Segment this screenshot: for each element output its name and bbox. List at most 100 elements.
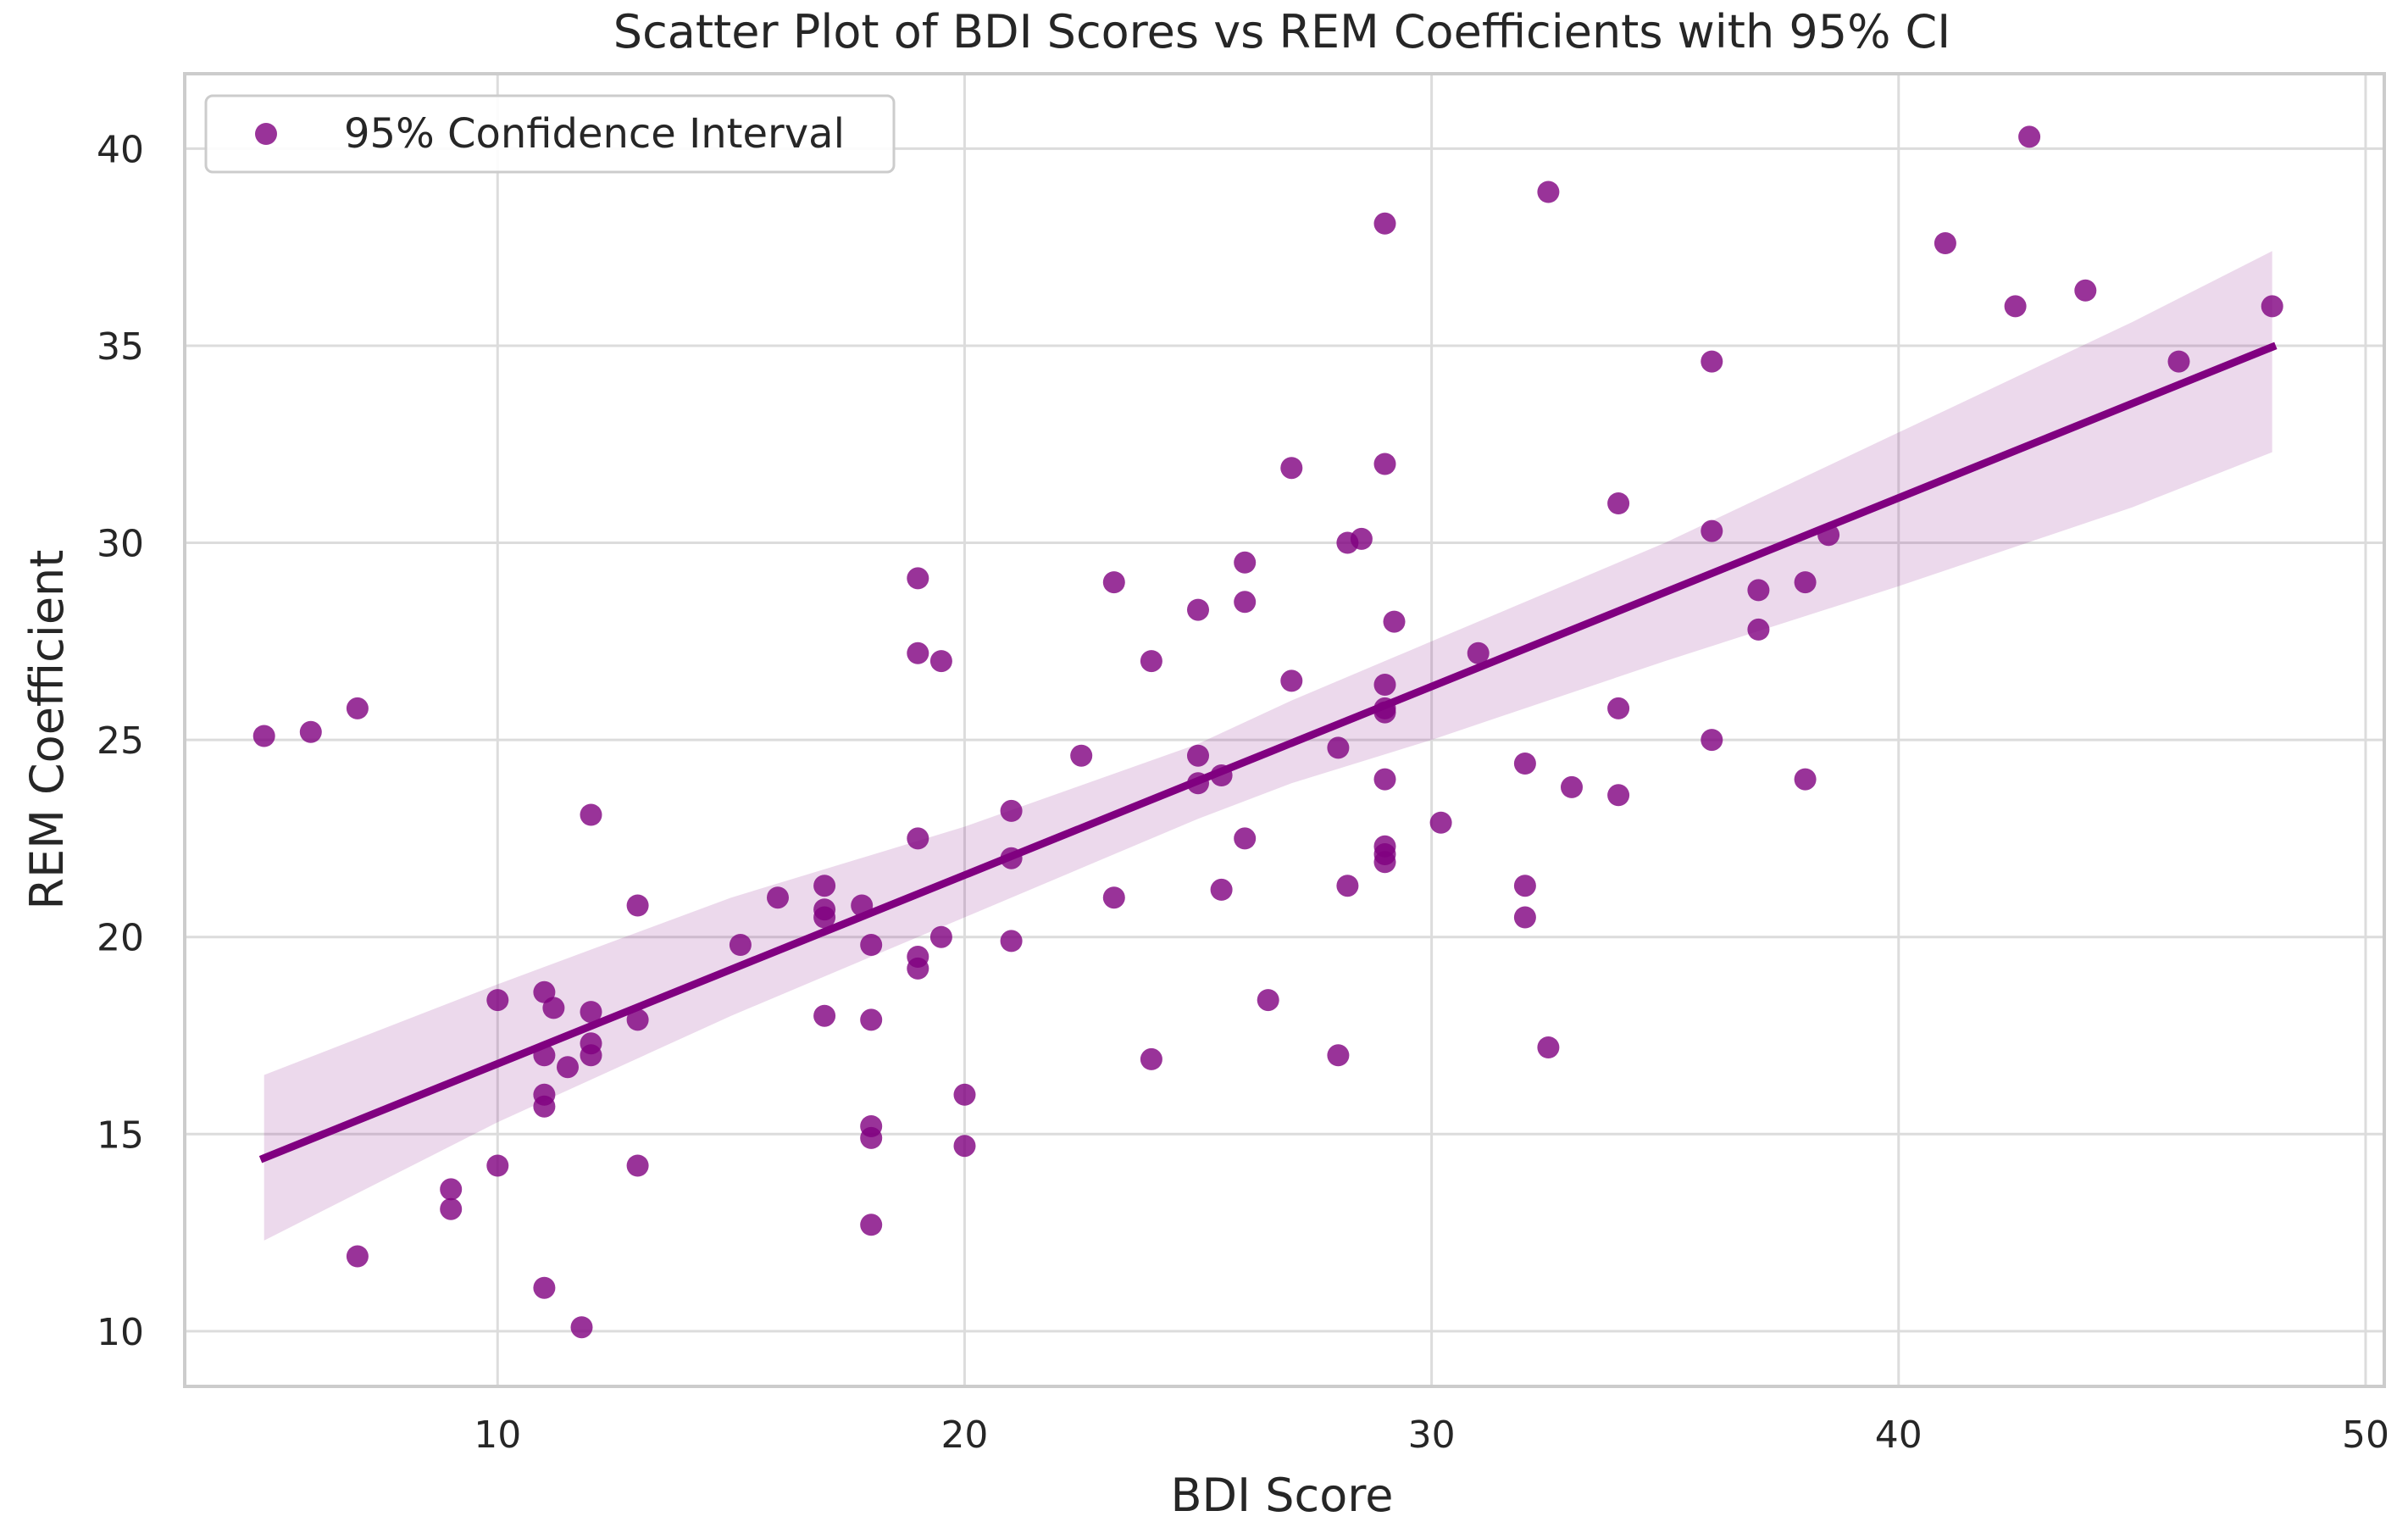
data-point [533,1276,556,1299]
data-point [1102,571,1125,594]
data-point [1000,799,1023,822]
data-point [860,1008,883,1031]
data-point [953,1135,976,1158]
data-point [953,1083,976,1106]
data-point [1327,736,1350,759]
data-point [2004,295,2027,318]
plot-area [183,72,2386,1388]
data-point [626,1008,649,1031]
data-point [580,1044,602,1067]
y-tick-label: 15 [97,1114,144,1157]
data-point [1234,551,1257,574]
data-point [1701,729,1723,752]
data-point [1607,784,1630,807]
data-point [1070,744,1093,767]
data-point [533,1095,556,1118]
data-point [440,1178,463,1201]
x-tick-label: 10 [474,1414,521,1457]
data-point [813,875,836,897]
data-point [1140,650,1162,673]
grid-lines [185,74,2384,1386]
data-point [1747,618,1770,641]
data-point [1607,492,1630,514]
data-point [580,1001,602,1024]
data-point [1280,669,1303,692]
data-point [1234,827,1257,850]
data-point [1701,350,1723,373]
x-tick-label: 40 [1875,1414,1923,1457]
x-axis-title: BDI Score [1171,1469,1394,1522]
data-point [626,894,649,917]
confidence-band [264,251,2272,1241]
y-tick-label: 35 [97,325,144,369]
data-point [813,1004,836,1027]
y-axis-ticks: 10 15 20 25 30 35 40 [97,128,144,1353]
data-point [299,720,322,743]
data-point [907,567,929,590]
data-point [1561,775,1583,798]
data-point [542,997,565,1019]
data-point [486,989,509,1012]
data-point [1794,768,1817,791]
x-axis-ticks: 10 20 30 40 50 [474,1414,2389,1457]
data-point [729,934,752,956]
plot-frame [183,72,2386,1388]
data-point [570,1316,593,1339]
data-point [860,934,883,956]
data-point [1257,989,1279,1012]
data-point [1373,768,1396,791]
data-point [1701,519,1723,542]
y-tick-label: 10 [97,1311,144,1354]
data-point [252,725,275,747]
data-point [1336,875,1359,897]
data-point [1210,878,1233,901]
y-tick-label: 40 [97,128,144,171]
data-point [1429,811,1452,834]
data-points [252,125,2283,1339]
data-point [346,1245,369,1268]
y-axis-title: REM Coefficient [20,550,74,910]
data-point [486,1154,509,1177]
data-point [1747,579,1770,602]
data-point [2167,350,2190,373]
legend: 95% Confidence Interval [204,94,896,174]
data-point [907,642,929,664]
data-point [1537,181,1560,203]
data-point [1327,1044,1350,1067]
data-point [1373,212,1396,235]
data-point [1513,875,1536,897]
data-point [1102,886,1125,909]
x-tick-label: 50 [2342,1414,2389,1457]
data-point [1187,744,1209,767]
data-point [1467,642,1490,664]
data-point [1000,930,1023,953]
y-tick-label: 25 [97,719,144,763]
data-point [2074,279,2097,302]
data-point [2018,125,2041,148]
data-point [1280,457,1303,480]
data-point [929,925,952,948]
x-tick-label: 20 [940,1414,988,1457]
data-point [580,803,602,826]
data-point [1513,906,1536,929]
data-point [346,697,369,719]
plot-background [185,74,2384,1386]
data-point [1373,453,1396,475]
data-point [767,886,789,909]
data-point [2261,295,2283,318]
data-point [1350,527,1373,550]
data-point [1934,232,1956,254]
data-point [1794,571,1817,594]
data-point [1383,610,1406,633]
regression-line [258,342,2278,1164]
data-point [1373,851,1396,874]
legend-marker [255,123,277,145]
data-point [860,1126,883,1149]
y-tick-label: 30 [97,523,144,566]
data-point [860,1214,883,1236]
data-point [1513,753,1536,775]
data-point [907,827,929,850]
data-point [813,906,836,929]
data-point [626,1154,649,1177]
